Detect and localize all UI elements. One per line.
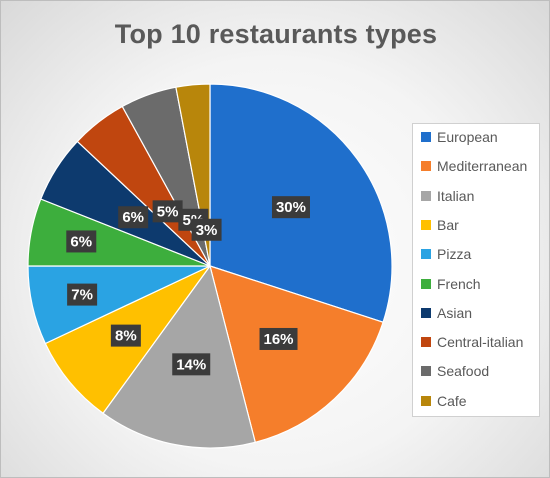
data-label-european: 30%	[271, 196, 310, 219]
data-label-text: 3%	[196, 222, 218, 239]
legend-item-french: French	[421, 275, 481, 293]
data-label-box	[67, 283, 98, 306]
legend: European Mediterranean Italian Bar Pizza Fren…	[412, 123, 540, 417]
data-label-text: 30%	[276, 199, 306, 216]
data-label-box	[152, 200, 183, 223]
data-label-italian: 14%	[172, 353, 211, 376]
legend-item-central-italian: Central-italian	[421, 333, 523, 351]
legend-swatch	[421, 161, 431, 172]
legend-label: Cafe	[437, 392, 467, 409]
data-label-box	[271, 196, 310, 219]
legend-swatch	[421, 190, 431, 201]
data-label-cafe: 3%	[191, 218, 222, 241]
data-label-pizza: 7%	[67, 283, 98, 306]
legend-item-asian: Asian	[421, 304, 472, 322]
pie-slice-mediterranean	[209, 265, 384, 444]
data-label-text: 14%	[176, 356, 206, 373]
legend-label: French	[437, 275, 481, 292]
data-label-mediterranean: 16%	[259, 327, 298, 350]
data-label-text: 7%	[71, 287, 93, 304]
data-label-box	[172, 353, 211, 376]
data-label-text: 16%	[264, 331, 294, 348]
data-label-box	[191, 218, 222, 241]
legend-label: Pizza	[437, 246, 472, 263]
data-label-asian: 6%	[118, 206, 149, 229]
legend-label: Bar	[437, 216, 459, 233]
legend-label: Asian	[437, 304, 473, 321]
legend-swatch	[421, 278, 431, 289]
legend-item-bar: Bar	[421, 216, 459, 234]
legend-label: Italian	[437, 187, 475, 204]
legend-swatch	[421, 366, 431, 377]
chart-title: Top 10 restaurants types	[114, 19, 438, 49]
legend-item-mediterranean: Mediterranean	[421, 157, 527, 175]
legend-item-pizza: Pizza	[421, 245, 471, 263]
data-label-box	[118, 206, 149, 229]
legend-label: European	[437, 129, 498, 145]
legend-label: Seafood	[437, 363, 490, 380]
data-label-central-italian: 5%	[152, 200, 183, 223]
legend-swatch	[421, 249, 431, 260]
data-label-text: 6%	[122, 209, 144, 226]
legend-swatch	[421, 395, 431, 406]
data-label-text: 6%	[70, 233, 92, 250]
data-label-french: 6%	[66, 230, 97, 253]
data-label-text: 8%	[115, 328, 137, 345]
data-label-box	[259, 327, 298, 350]
legend-label: Mediterranean	[437, 158, 528, 175]
legend-swatch	[421, 132, 431, 142]
legend-swatch	[421, 307, 431, 318]
legend-label: Central-italian	[437, 334, 524, 351]
data-label-text: 5%	[157, 203, 179, 220]
legend-item-italian: Italian	[421, 187, 474, 205]
data-label-bar: 8%	[110, 324, 141, 347]
data-label-box	[66, 230, 97, 253]
data-label-box	[110, 324, 141, 347]
legend-swatch	[421, 219, 431, 230]
legend-item-european: European	[421, 128, 498, 146]
legend-swatch	[421, 337, 431, 348]
legend-item-cafe: Cafe	[421, 392, 467, 410]
legend-item-seafood: Seafood	[421, 362, 489, 380]
